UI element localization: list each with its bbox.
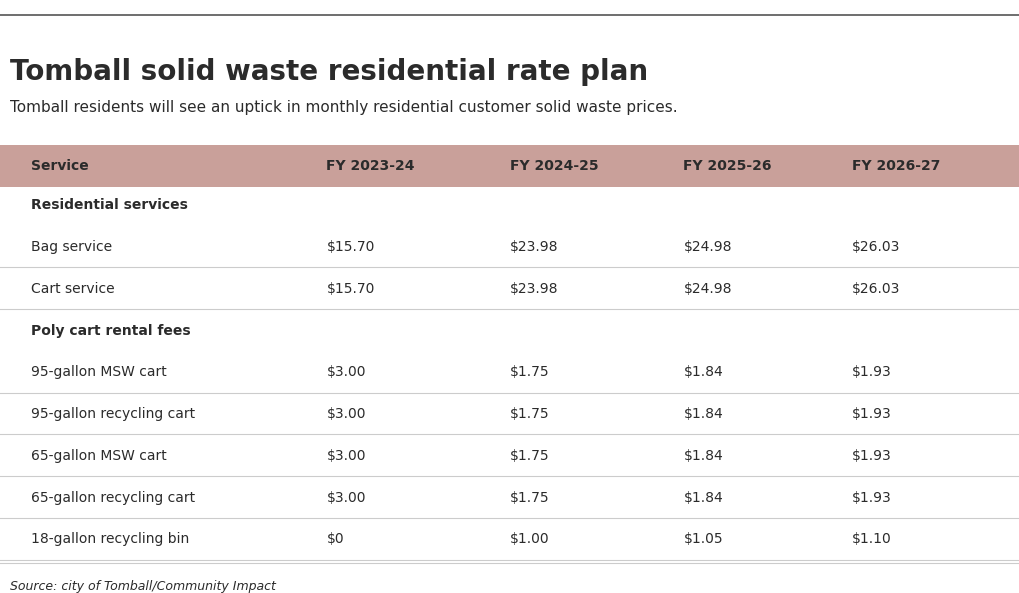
- Text: $3.00: $3.00: [326, 365, 366, 380]
- Text: $1.93: $1.93: [851, 365, 891, 380]
- Text: Bag service: Bag service: [31, 240, 112, 254]
- Text: $1.93: $1.93: [851, 449, 891, 463]
- Text: 18-gallon recycling bin: 18-gallon recycling bin: [31, 533, 189, 546]
- Text: $0: $0: [326, 533, 343, 546]
- Text: $15.70: $15.70: [326, 282, 374, 296]
- Text: FY 2025-26: FY 2025-26: [683, 159, 771, 173]
- Text: $3.00: $3.00: [326, 490, 366, 505]
- Text: $1.93: $1.93: [851, 407, 891, 421]
- Text: 65-gallon MSW cart: 65-gallon MSW cart: [31, 449, 166, 463]
- Text: $1.75: $1.75: [510, 449, 549, 463]
- Text: 95-gallon MSW cart: 95-gallon MSW cart: [31, 365, 166, 380]
- Text: $1.84: $1.84: [683, 490, 722, 505]
- Text: FY 2026-27: FY 2026-27: [851, 159, 940, 173]
- Text: $26.03: $26.03: [851, 240, 899, 254]
- Text: $24.98: $24.98: [683, 282, 732, 296]
- Text: Tomball solid waste residential rate plan: Tomball solid waste residential rate pla…: [10, 58, 648, 86]
- Text: $3.00: $3.00: [326, 407, 366, 421]
- Text: Cart service: Cart service: [31, 282, 114, 296]
- Text: $23.98: $23.98: [510, 240, 558, 254]
- FancyBboxPatch shape: [0, 145, 1019, 187]
- Text: $1.84: $1.84: [683, 365, 722, 380]
- Text: $26.03: $26.03: [851, 282, 899, 296]
- Text: FY 2023-24: FY 2023-24: [326, 159, 415, 173]
- Text: Residential services: Residential services: [31, 198, 187, 212]
- Text: $1.75: $1.75: [510, 490, 549, 505]
- Text: $1.84: $1.84: [683, 407, 722, 421]
- Text: 65-gallon recycling cart: 65-gallon recycling cart: [31, 490, 195, 505]
- Text: $3.00: $3.00: [326, 449, 366, 463]
- Text: FY 2024-25: FY 2024-25: [510, 159, 598, 173]
- Text: $23.98: $23.98: [510, 282, 558, 296]
- Text: $1.10: $1.10: [851, 533, 891, 546]
- Text: $1.84: $1.84: [683, 449, 722, 463]
- Text: $1.05: $1.05: [683, 533, 722, 546]
- Text: $1.75: $1.75: [510, 407, 549, 421]
- Text: $1.00: $1.00: [510, 533, 549, 546]
- Text: 95-gallon recycling cart: 95-gallon recycling cart: [31, 407, 195, 421]
- Text: Tomball residents will see an uptick in monthly residential customer solid waste: Tomball residents will see an uptick in …: [10, 100, 678, 115]
- Text: Source: city of Tomball/Community Impact: Source: city of Tomball/Community Impact: [10, 580, 276, 593]
- Text: $1.93: $1.93: [851, 490, 891, 505]
- Text: Service: Service: [31, 159, 89, 173]
- Text: $15.70: $15.70: [326, 240, 374, 254]
- Text: Poly cart rental fees: Poly cart rental fees: [31, 324, 190, 337]
- Text: $24.98: $24.98: [683, 240, 732, 254]
- Text: $1.75: $1.75: [510, 365, 549, 380]
